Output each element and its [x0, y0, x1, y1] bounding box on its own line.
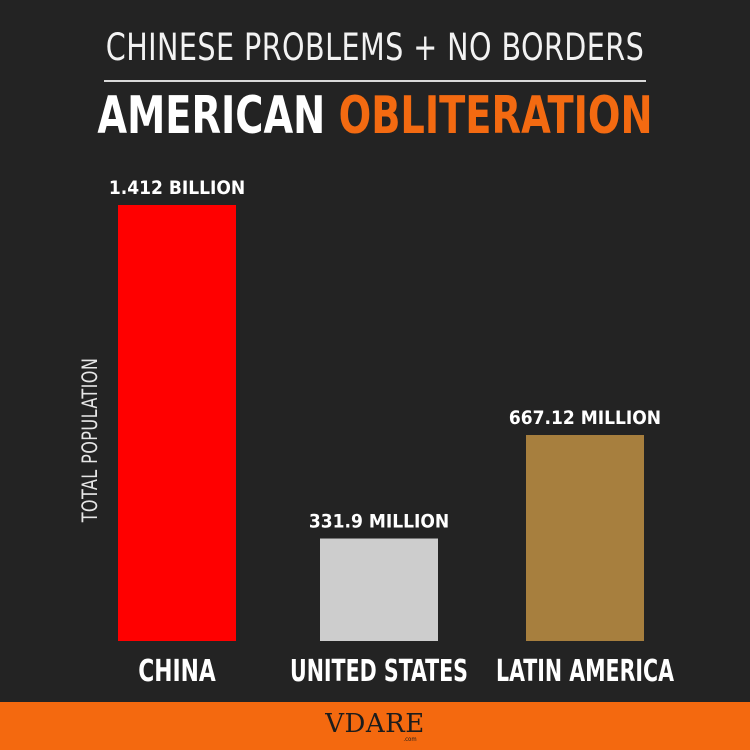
- bar-latin-america: [526, 435, 644, 641]
- title-orange-part: OBLITERATION: [338, 86, 653, 146]
- title-white-part: AMERICAN: [97, 86, 326, 146]
- category-label-latin-america: LATIN AMERICA: [496, 654, 674, 689]
- data-label-united-states: 331.9 MILLION: [309, 511, 449, 533]
- vdare-logo-domain: .com: [403, 736, 417, 743]
- data-label-latin-america: 667.12 MILLION: [509, 407, 661, 429]
- vdare-logo[interactable]: VDARE: [325, 709, 425, 739]
- chart-supertitle: CHINESE PROBLEMS + NO BORDERS: [105, 26, 645, 69]
- bar-china: [118, 205, 236, 641]
- category-label-china: CHINA: [138, 654, 216, 689]
- category-label-united-states: UNITED STATES: [290, 654, 468, 689]
- title-divider: [104, 80, 646, 82]
- data-label-china: 1.412 BILLION: [109, 177, 245, 199]
- footer-bar: VDARE .com: [0, 702, 750, 750]
- chart-title: AMERICAN OBLITERATION: [68, 86, 683, 146]
- bar-chart: 1.412 BILLION CHINA 331.9 MILLION UNITED ST…: [109, 177, 674, 689]
- bar-united-states: [320, 538, 438, 641]
